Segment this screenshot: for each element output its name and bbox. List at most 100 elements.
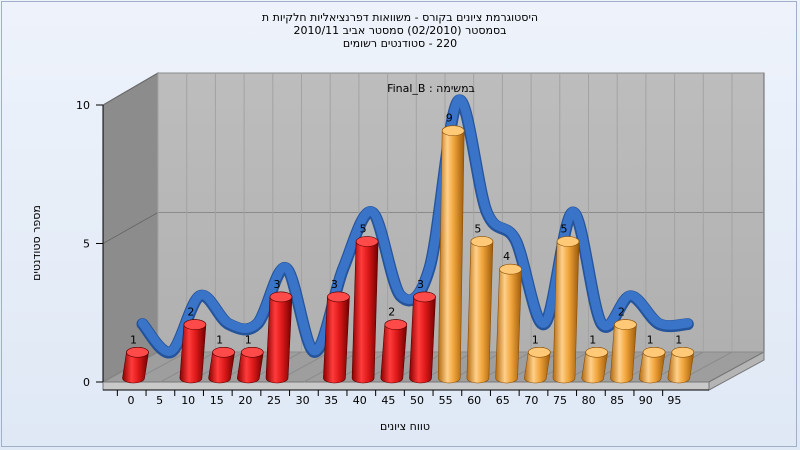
data-label: 1 [647,333,654,346]
x-tick-label: 95 [667,394,681,407]
bar-body [409,291,436,384]
x-tick-label: 90 [639,394,653,407]
title-line-3: 220 - סטודנטים רשומים [342,37,458,50]
data-label: 3 [331,278,338,291]
data-label: 1 [245,333,252,346]
data-label: 9 [446,112,453,125]
bar [523,346,551,384]
bar [236,346,264,384]
bar [437,125,465,384]
data-label: 3 [417,278,424,291]
data-label: 1 [675,333,682,346]
x-tick-label: 40 [353,394,367,407]
data-label: 2 [618,306,625,319]
bar [495,263,522,384]
title-line-2: בסמסטר (02/2010) סמסטר אביב 2010/11 [293,24,507,37]
bar-cap [327,291,350,303]
bar-cap [614,319,637,330]
grid-line-side [102,212,159,244]
bar-body [495,263,522,384]
bar [667,346,695,384]
data-label: 5 [474,223,481,236]
chart-floor-edge-side [708,351,765,391]
bar-cap [126,346,149,358]
data-label: 5 [360,223,367,236]
trend-ribbon-line [138,95,693,356]
x-tick-label: 25 [267,394,281,407]
x-tick-label: 15 [210,394,224,407]
bar-cap [527,346,551,358]
x-tick-label: 50 [410,394,424,407]
x-tick-label: 70 [524,394,538,407]
bar-cap [441,125,465,136]
x-tick-label: 10 [181,394,195,407]
bar-cap [413,291,436,303]
x-tick-label: 30 [296,394,310,407]
data-label: 1 [532,333,539,346]
data-label: 1 [589,333,596,346]
x-axis-title: טווח ציונים [380,420,430,433]
bar-cap [269,291,293,303]
bar-body [351,236,379,384]
data-label: 5 [561,223,568,236]
data-label: 1 [216,333,223,346]
x-tick-label: 0 [128,394,135,407]
bar-body [552,236,580,384]
title-line-1: היסטוגרמת ציונים בקורס - משוואות דפרנציא… [261,11,539,24]
bar [122,346,149,384]
bar-body [466,236,494,384]
bar [610,319,637,384]
bar [409,291,436,384]
data-label: 2 [187,306,194,319]
data-label: 2 [388,306,395,319]
bar [466,236,494,384]
x-tick-label: 5 [156,394,163,407]
data-label: 3 [274,278,281,291]
bar-body [323,291,350,384]
bar-cap [241,346,264,358]
x-tick-label: 55 [439,394,453,407]
bar [265,291,293,384]
x-tick-label: 85 [610,394,624,407]
bar [380,319,408,384]
bar-cap [642,346,666,358]
x-tick-label: 45 [381,394,395,407]
x-tick-label: 60 [467,394,481,407]
bar [179,319,207,384]
y-axis-title: מספר סטודנטים [30,205,43,281]
x-tick-label: 65 [496,394,510,407]
y-tick-label: 0 [83,376,90,389]
x-tick-label: 20 [238,394,252,407]
chart-floor-edge [102,381,710,391]
bar-cap [183,319,207,330]
data-label: 1 [130,333,137,346]
x-tick-label: 75 [553,394,567,407]
value-labels: 1 2 1 1 3 3 5 2 3 9 5 4 1 5 1 2 1 1 [130,112,682,347]
bar [323,291,350,384]
bar-cap [556,236,580,247]
trend-ribbon [136,94,694,359]
bar-cap [671,346,695,358]
bar-cap [585,346,609,358]
bar-cap [355,236,379,247]
bar [208,346,235,384]
y-tick-label: 5 [83,238,90,251]
bar [351,236,379,384]
bars-group [122,125,695,384]
bar-body [437,125,465,384]
y-tick-label: 10 [76,99,90,112]
x-tick-label: 80 [582,394,596,407]
bar-cap [499,263,522,275]
bar-cap [470,236,494,247]
data-label: 4 [503,250,510,263]
bar [638,346,666,384]
grid-line-side [102,72,159,106]
bar-cap [384,319,408,330]
bar-body [265,291,293,384]
bar [581,346,609,384]
bar [552,236,580,384]
chart-title: היסטוגרמת ציונים בקורס - משוואות דפרנציא… [0,11,800,50]
bar-cap [212,346,235,358]
